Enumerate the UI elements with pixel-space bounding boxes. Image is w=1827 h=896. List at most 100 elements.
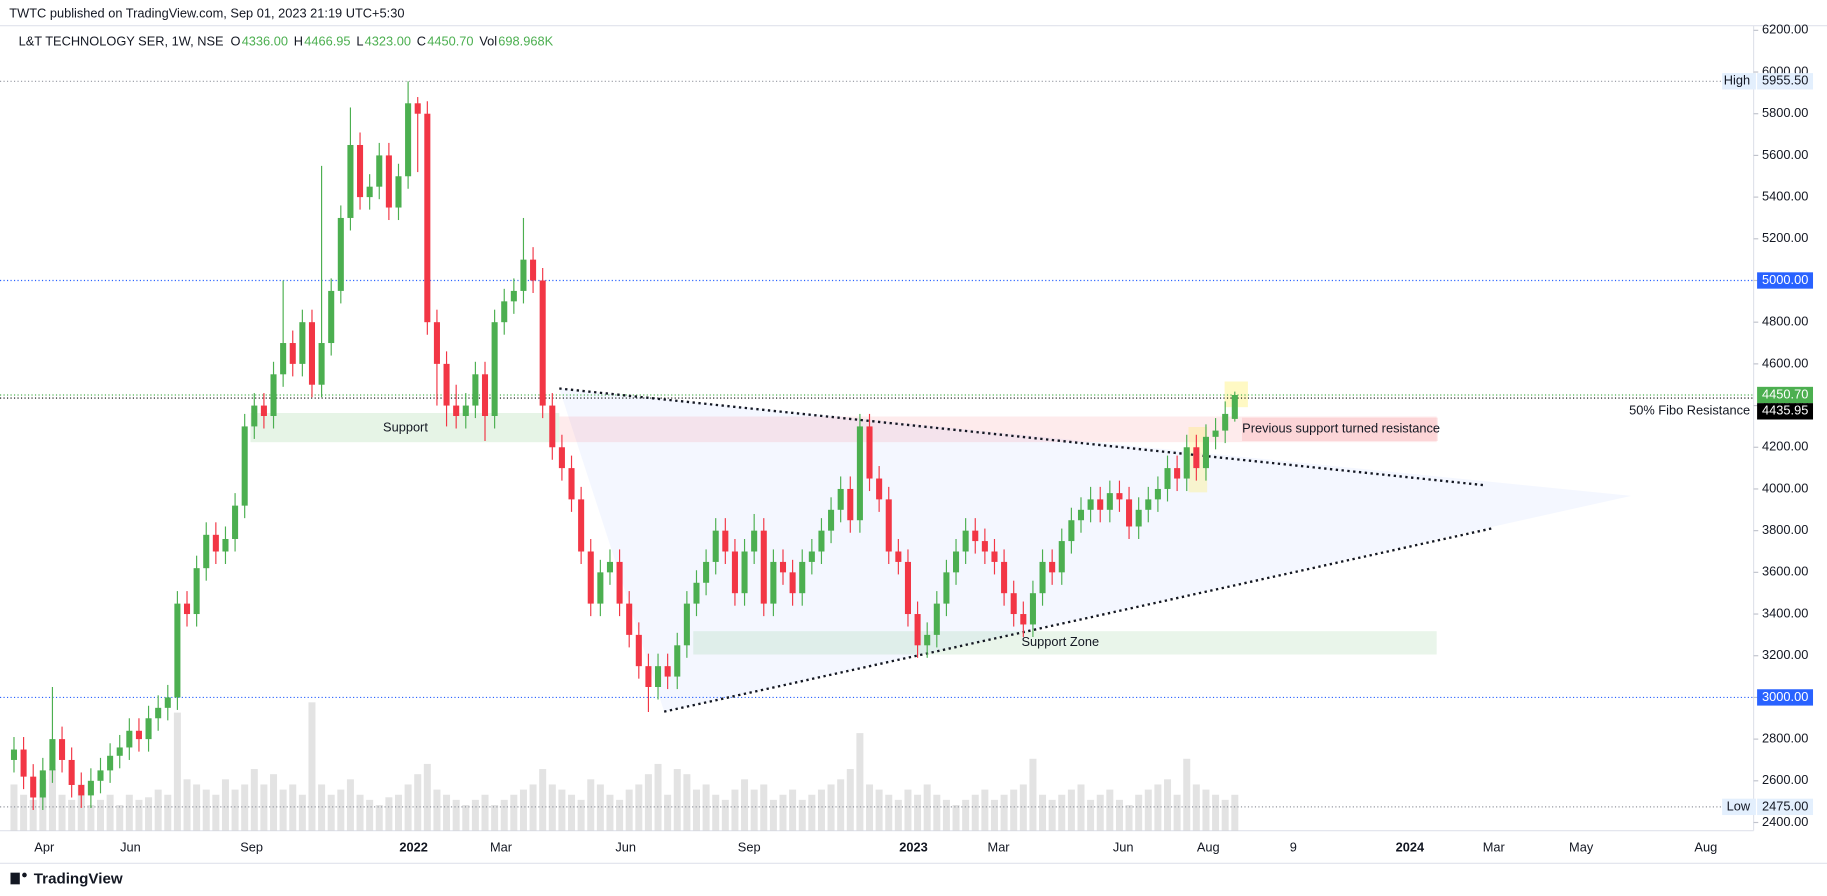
candle-body xyxy=(895,551,902,562)
volume-bar xyxy=(404,784,412,831)
legend-value: 4323.00 xyxy=(365,33,411,48)
candle-body xyxy=(1174,468,1181,479)
level-label-bg xyxy=(1757,73,1814,90)
candle-body xyxy=(933,603,940,635)
volume-bar xyxy=(866,784,874,831)
level-name: High xyxy=(1724,73,1750,88)
candle-body xyxy=(1068,520,1075,542)
volume-bar xyxy=(318,784,326,831)
candle-body xyxy=(1202,436,1209,469)
candle-body xyxy=(1001,561,1008,594)
volume-bar xyxy=(135,799,143,831)
y-tick-label: 3200.00 xyxy=(1762,647,1808,662)
level-label-bg xyxy=(1757,689,1814,706)
candle-body xyxy=(222,538,229,552)
candle-body xyxy=(414,103,421,114)
volume-bar xyxy=(356,794,364,831)
legend-key: O xyxy=(231,33,241,48)
candle-body xyxy=(462,405,469,416)
volume-bar xyxy=(683,774,691,831)
candle-body xyxy=(241,426,248,506)
candle-body xyxy=(68,759,75,785)
candle-body xyxy=(645,666,652,687)
triangle-fill xyxy=(559,388,1632,712)
candle-body xyxy=(251,405,258,427)
volume-bar xyxy=(87,805,95,831)
candle-body xyxy=(568,468,575,500)
candle-body xyxy=(818,530,825,552)
candle-body xyxy=(1020,614,1027,625)
volume-bar xyxy=(1212,794,1220,831)
candle-body xyxy=(472,374,479,406)
candle-body xyxy=(183,603,191,615)
volume-bar xyxy=(596,784,604,831)
candle-body xyxy=(664,666,671,677)
volume-bar xyxy=(48,769,56,831)
volume-bar xyxy=(952,805,960,831)
volume-bar xyxy=(385,797,393,831)
candle-body xyxy=(376,155,383,187)
candle-body xyxy=(318,343,325,385)
candle-body xyxy=(943,572,950,604)
candle-body xyxy=(1087,499,1094,510)
candle-body xyxy=(20,749,27,777)
candle-body xyxy=(655,666,662,687)
volume-bar xyxy=(1125,805,1133,831)
volume-bar xyxy=(1164,779,1172,831)
x-tick-label: Jun xyxy=(615,840,636,855)
x-tick-label: Sep xyxy=(240,840,263,855)
y-tick-label: 4000.00 xyxy=(1762,480,1808,495)
candle-body xyxy=(49,739,56,771)
legend-value: 4466.95 xyxy=(304,33,350,48)
candle-body xyxy=(1116,493,1123,500)
volume-bar xyxy=(981,789,989,831)
volume-bar xyxy=(116,805,124,831)
legend-key: C xyxy=(417,33,426,48)
volume-bar xyxy=(462,805,470,831)
volume-bar xyxy=(568,794,576,831)
volume-bar xyxy=(817,789,825,831)
volume-bar xyxy=(452,799,460,831)
volume-bar xyxy=(760,784,768,831)
volume-bar xyxy=(510,794,518,831)
x-tick-label: Mar xyxy=(490,840,513,855)
candle-body xyxy=(1097,499,1104,510)
candle-body xyxy=(924,634,931,646)
x-tick-label: Apr xyxy=(34,840,55,855)
candle-body xyxy=(741,551,748,594)
volume-bar xyxy=(990,799,998,831)
candle-body xyxy=(606,561,614,573)
brand: TradingView xyxy=(34,871,123,888)
candle-body xyxy=(731,551,738,594)
candle-body xyxy=(1058,541,1065,573)
volume-bar xyxy=(433,789,441,831)
candle-body xyxy=(107,755,114,771)
volume-bar xyxy=(875,789,883,831)
volume-bar xyxy=(1067,789,1075,831)
candle-body xyxy=(193,568,200,615)
level-label: 4435.95 xyxy=(1762,403,1808,418)
volume-bar xyxy=(827,784,835,831)
volume-bar xyxy=(154,789,162,831)
level-name: Low xyxy=(1727,798,1751,813)
volume-bar xyxy=(894,799,902,831)
published-text: TWTC published on TradingView.com, Sep 0… xyxy=(9,5,404,20)
volume-bar xyxy=(789,789,797,831)
volume-bar xyxy=(846,769,854,831)
candle-body xyxy=(674,645,681,677)
x-tick-label: Aug xyxy=(1694,840,1717,855)
candle-body xyxy=(126,730,133,748)
volume-bar xyxy=(1154,784,1162,831)
candle-body xyxy=(299,322,306,364)
volume-bar xyxy=(625,789,633,831)
candle-body xyxy=(635,634,642,667)
volume-bar xyxy=(1029,758,1037,831)
volume-bar xyxy=(443,794,451,831)
volume-bar xyxy=(1173,794,1181,831)
volume-bar xyxy=(270,774,278,831)
volume-bar xyxy=(914,794,922,831)
y-tick-label: 3600.00 xyxy=(1762,564,1808,579)
y-tick-label: 4800.00 xyxy=(1762,314,1808,329)
annotation: Previous support turned resistance xyxy=(1242,421,1440,436)
candle-body xyxy=(424,113,431,323)
